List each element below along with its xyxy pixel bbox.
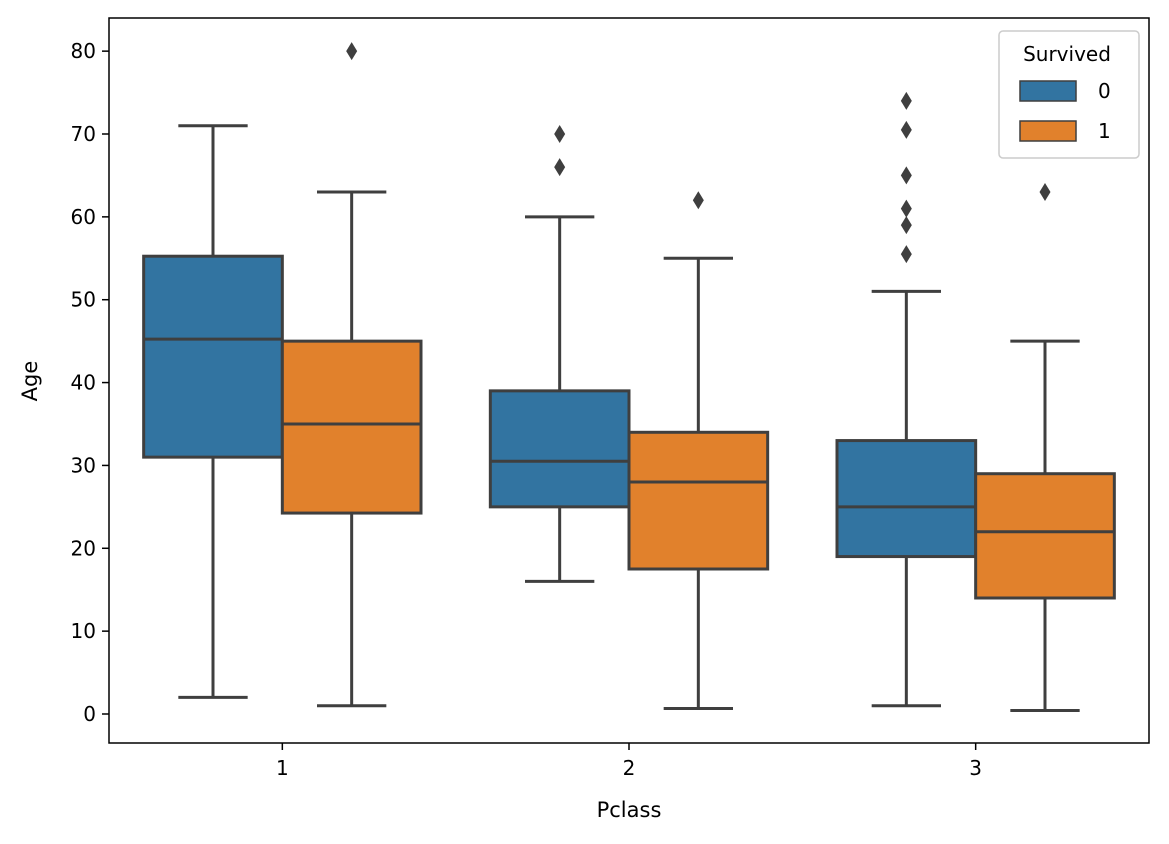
- outlier-point: [346, 42, 358, 61]
- outlier-point: [900, 199, 912, 218]
- box-group: [974, 183, 1116, 713]
- box: [835, 439, 978, 559]
- outlier-point: [900, 245, 912, 264]
- box: [142, 254, 284, 459]
- x-tick-label: 3: [969, 756, 982, 780]
- outlier-point: [1039, 183, 1051, 201]
- legend: Survived 0 1: [998, 30, 1140, 159]
- y-tick-label: 10: [71, 619, 96, 643]
- legend-label: 1: [1098, 119, 1111, 143]
- y-tick-label: 0: [83, 702, 96, 726]
- legend-title: Survived: [1023, 42, 1111, 66]
- outlier-point: [554, 125, 566, 143]
- box-group: [280, 42, 423, 708]
- box-group: [627, 191, 770, 710]
- y-axis: 0 10 20 30 40 50 60 70 80: [71, 39, 109, 726]
- y-tick-label: 40: [71, 371, 96, 395]
- box: [488, 389, 631, 509]
- plot-marks: [142, 42, 1116, 713]
- outlier-point: [692, 191, 704, 210]
- x-axis: 1 2 3: [276, 743, 982, 780]
- outlier-point: [900, 91, 912, 110]
- y-tick-label: 60: [71, 205, 96, 229]
- box-group: [488, 125, 631, 583]
- y-axis-label: Age: [18, 361, 42, 402]
- y-tick-label: 20: [71, 536, 96, 560]
- outlier-point: [900, 216, 912, 235]
- legend-swatch: [1019, 80, 1077, 102]
- x-tick-label: 2: [623, 756, 636, 780]
- y-tick-label: 70: [71, 122, 96, 146]
- y-tick-label: 80: [71, 39, 96, 63]
- box: [974, 472, 1116, 600]
- outlier-point: [554, 158, 566, 177]
- legend-swatch: [1019, 120, 1077, 142]
- box: [627, 430, 770, 571]
- box-group: [835, 91, 978, 708]
- x-tick-label: 1: [276, 756, 289, 780]
- outlier-point: [900, 120, 912, 139]
- outlier-point: [900, 166, 912, 185]
- y-tick-label: 30: [71, 453, 96, 477]
- box: [280, 339, 423, 515]
- y-tick-label: 50: [71, 288, 96, 312]
- legend-label: 0: [1098, 79, 1111, 103]
- box-group: [142, 124, 284, 699]
- x-axis-label: Pclass: [597, 798, 662, 822]
